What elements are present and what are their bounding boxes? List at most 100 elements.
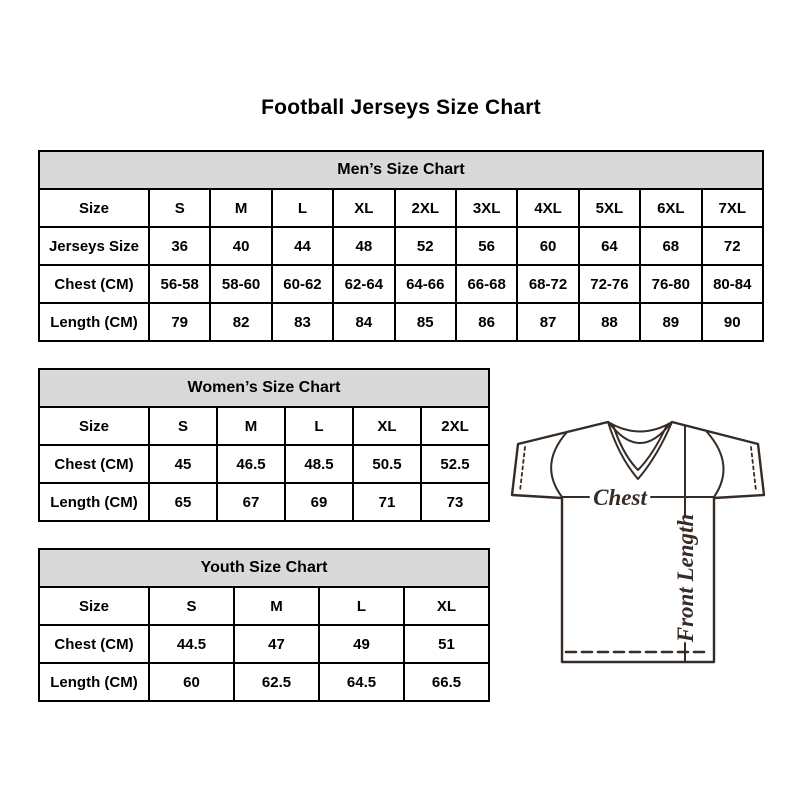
table-row: Chest (CM) 44.5 47 49 51 [38,624,490,664]
value-cell: 4XL [516,188,580,228]
value-cell: 48.5 [284,444,354,484]
value-cell: 88 [577,302,642,342]
value-cell: M [233,586,320,626]
value-cell: 80-84 [700,264,765,304]
value-cell: 72-76 [577,264,642,304]
row-label-cell: Size [38,406,150,446]
jersey-right-seam [706,431,725,498]
value-cell: 85 [393,302,457,342]
value-cell: 65 [148,482,218,522]
row-label-cell: Chest (CM) [38,624,150,664]
jersey-collar-band-arc [609,423,671,444]
value-cell: 73 [420,482,490,522]
value-cell: 6XL [639,188,703,228]
value-cell: XL [403,586,490,626]
table-row: Length (CM) 65 67 69 71 73 [38,482,490,522]
row-label-cell: Length (CM) [38,482,150,522]
value-cell: 49 [318,624,405,664]
value-cell: 68 [639,226,703,266]
value-cell: 50.5 [352,444,422,484]
value-cell: 44.5 [148,624,235,664]
row-label-cell: Chest (CM) [38,264,150,304]
row-label-cell: Length (CM) [38,302,150,342]
table-row: Length (CM) 60 62.5 64.5 66.5 [38,662,490,702]
jersey-collar-inner-v [612,424,668,471]
value-cell: 79 [147,302,212,342]
value-cell: XL [352,406,422,446]
value-cell: 48 [332,226,396,266]
jersey-collar-back-arc [607,421,673,433]
value-cell: S [147,188,212,228]
value-cell: S [148,406,218,446]
jersey-left-seam [550,431,568,498]
table-row: Chest (CM) 56-58 58-60 60-62 62-64 64-66 66-68… [38,264,765,304]
value-cell: L [284,406,354,446]
table-row: Length (CM) 79 82 83 84 85 86 87 88 89 90 [38,302,765,342]
value-cell: 44 [270,226,335,266]
value-cell: 69 [284,482,354,522]
value-cell: XL [332,188,396,228]
mens-size-table: Men’s Size Chart Size S M L XL 2XL 3XL 4XL 5XL 6X… [38,150,765,342]
value-cell: L [270,188,335,228]
value-cell: 87 [516,302,580,342]
table-row: Jerseys Size 36 40 44 48 52 56 60 64 68 72 [38,226,765,266]
value-cell: 64 [577,226,642,266]
value-cell: 46.5 [216,444,286,484]
table-header-row: Men’s Size Chart [38,150,764,190]
value-cell: 72 [700,226,765,266]
value-cell: 56-58 [147,264,212,304]
row-label-cell: Jerseys Size [38,226,150,266]
page-title: Football Jerseys Size Chart [261,96,541,119]
table-header-row: Youth Size Chart [38,548,490,588]
value-cell: 76-80 [639,264,703,304]
value-cell: 64.5 [318,662,405,702]
youth-table-title: Youth Size Chart [38,548,490,588]
table-row: Chest (CM) 45 46.5 48.5 50.5 52.5 [38,444,490,484]
value-cell: 5XL [577,188,642,228]
value-cell: 90 [700,302,765,342]
value-cell: 60 [516,226,580,266]
youth-size-table: Youth Size Chart Size S M L XL Chest (CM) 44.5… [38,548,490,702]
jersey-body-outline [510,420,766,664]
value-cell: 36 [147,226,212,266]
value-cell: 86 [454,302,519,342]
value-cell: 45 [148,444,218,484]
chest-measure-label: Chest [593,485,647,510]
mens-table-title: Men’s Size Chart [38,150,764,190]
value-cell: M [209,188,273,228]
womens-table-title: Women’s Size Chart [38,368,490,408]
value-cell: 7XL [700,188,765,228]
value-cell: 60-62 [270,264,335,304]
value-cell: 83 [270,302,335,342]
value-cell: 2XL [420,406,490,446]
table-row: Size S M L XL [38,586,490,626]
jersey-right-cuff-stitch [750,446,757,492]
table-header-row: Women’s Size Chart [38,368,490,408]
table-row: Size S M L XL 2XL 3XL 4XL 5XL 6XL 7XL [38,188,765,228]
value-cell: 60 [148,662,235,702]
value-cell: 89 [639,302,703,342]
value-cell: M [216,406,286,446]
value-cell: S [148,586,235,626]
value-cell: 52 [393,226,457,266]
front-length-measure-label: Front Length [673,514,698,643]
value-cell: L [318,586,405,626]
value-cell: 62-64 [332,264,396,304]
value-cell: 82 [209,302,273,342]
value-cell: 66-68 [454,264,519,304]
value-cell: 40 [209,226,273,266]
row-label-cell: Size [38,188,150,228]
value-cell: 84 [332,302,396,342]
value-cell: 47 [233,624,320,664]
womens-size-table: Women’s Size Chart Size S M L XL 2XL Chest (CM… [38,368,490,522]
value-cell: 68-72 [516,264,580,304]
jersey-collar-outer-v [607,421,673,480]
value-cell: 51 [403,624,490,664]
table-row: Size S M L XL 2XL [38,406,490,446]
value-cell: 58-60 [209,264,273,304]
value-cell: 52.5 [420,444,490,484]
jersey-left-cuff-stitch [519,446,526,492]
value-cell: 71 [352,482,422,522]
value-cell: 62.5 [233,662,320,702]
